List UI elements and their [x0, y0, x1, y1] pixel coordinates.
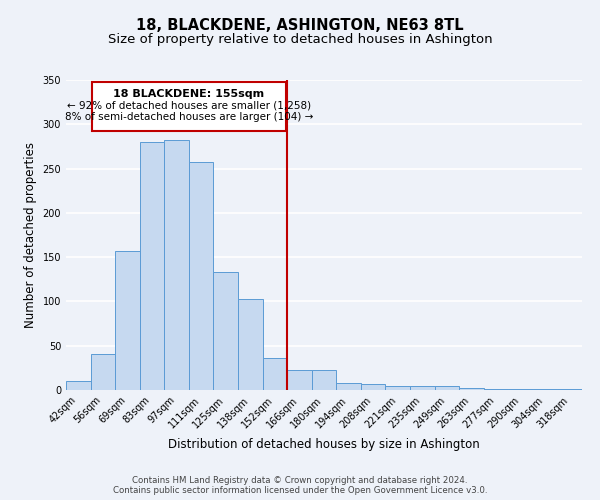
- Bar: [410, 386, 434, 390]
- X-axis label: Distribution of detached houses by size in Ashington: Distribution of detached houses by size …: [168, 438, 480, 451]
- Bar: [557, 389, 582, 390]
- Bar: [140, 142, 164, 390]
- Bar: [164, 140, 189, 390]
- Bar: [263, 358, 287, 390]
- Text: Size of property relative to detached houses in Ashington: Size of property relative to detached ho…: [107, 32, 493, 46]
- Text: 8% of semi-detached houses are larger (104) →: 8% of semi-detached houses are larger (1…: [65, 112, 313, 122]
- Bar: [312, 370, 336, 390]
- Bar: [115, 251, 140, 390]
- Text: 18, BLACKDENE, ASHINGTON, NE63 8TL: 18, BLACKDENE, ASHINGTON, NE63 8TL: [136, 18, 464, 32]
- Bar: [189, 162, 214, 390]
- Text: Contains HM Land Registry data © Crown copyright and database right 2024.: Contains HM Land Registry data © Crown c…: [132, 476, 468, 485]
- Bar: [66, 381, 91, 390]
- Bar: [484, 389, 508, 390]
- Text: Contains public sector information licensed under the Open Government Licence v3: Contains public sector information licen…: [113, 486, 487, 495]
- Bar: [508, 389, 533, 390]
- Text: 18 BLACKDENE: 155sqm: 18 BLACKDENE: 155sqm: [113, 89, 265, 99]
- Bar: [361, 384, 385, 390]
- FancyBboxPatch shape: [92, 82, 286, 132]
- Bar: [214, 272, 238, 390]
- Bar: [385, 386, 410, 390]
- Bar: [287, 370, 312, 390]
- Y-axis label: Number of detached properties: Number of detached properties: [24, 142, 37, 328]
- Bar: [336, 383, 361, 390]
- Bar: [434, 386, 459, 390]
- Bar: [91, 354, 115, 390]
- Bar: [459, 388, 484, 390]
- Text: ← 92% of detached houses are smaller (1,258): ← 92% of detached houses are smaller (1,…: [67, 100, 311, 110]
- Bar: [533, 389, 557, 390]
- Bar: [238, 299, 263, 390]
